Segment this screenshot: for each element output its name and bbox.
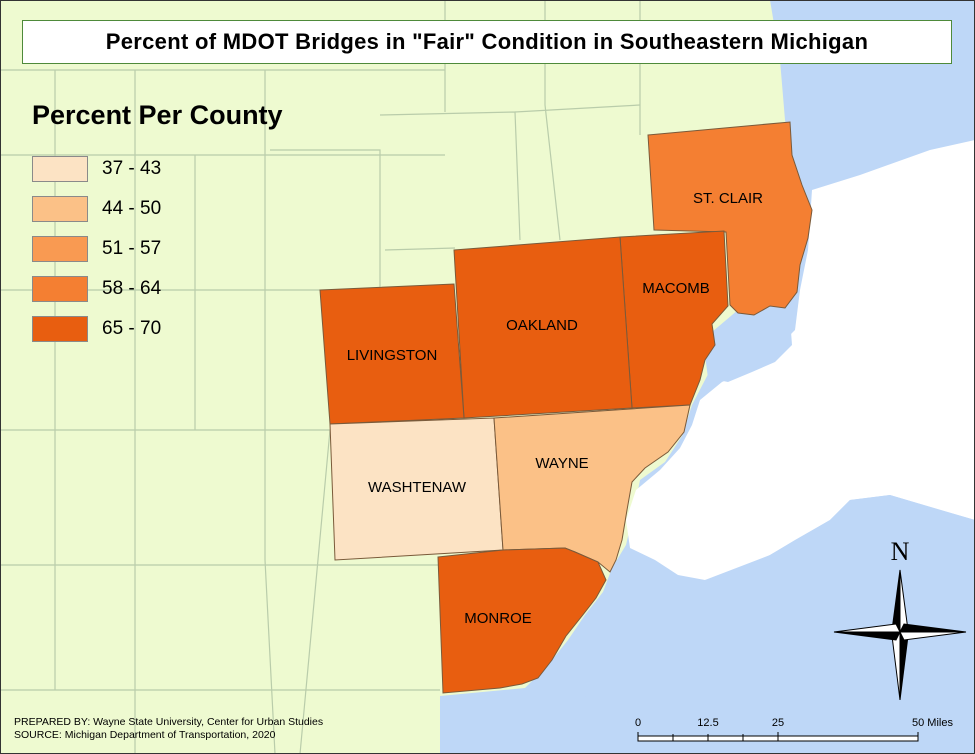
county-livingston <box>319 283 465 425</box>
lake-erie <box>560 495 975 754</box>
scale-tick-50: 50 Miles <box>912 717 953 729</box>
credits-prepared-by: PREPARED BY: Wayne State University, Cen… <box>14 716 324 728</box>
legend-swatch <box>32 196 88 222</box>
legend-label: 58 - 64 <box>102 278 162 299</box>
label-st-clair: ST. CLAIR <box>693 190 763 207</box>
county-st-clair <box>647 121 813 316</box>
scale-tick-25: 25 <box>772 717 784 729</box>
legend: Percent Per County 37 - 43 44 - 50 51 - … <box>32 100 283 349</box>
legend-title: Percent Per County <box>32 100 283 130</box>
label-oakland: OAKLAND <box>506 317 578 334</box>
legend-label: 51 - 57 <box>102 238 162 259</box>
north-arrow: N <box>833 537 967 701</box>
county-oakland <box>453 236 633 419</box>
legend-label: 65 - 70 <box>102 318 162 339</box>
legend-item: 58 - 64 <box>32 269 283 309</box>
north-arrow-label: N <box>891 537 910 566</box>
scale-bar: 0 12.5 25 50 Miles <box>635 717 953 742</box>
map-title: Percent of MDOT Bridges in "Fair" Condit… <box>22 20 952 64</box>
county-monroe <box>437 547 607 694</box>
credits: PREPARED BY: Wayne State University, Cen… <box>14 716 323 742</box>
legend-swatch <box>32 156 88 182</box>
scale-tick-0: 0 <box>635 717 641 729</box>
scale-tick-12-5: 12.5 <box>697 717 718 729</box>
legend-item: 51 - 57 <box>32 229 283 269</box>
label-livingston: LIVINGSTON <box>347 347 438 364</box>
label-washtenaw: WASHTENAW <box>368 479 467 496</box>
credits-source: SOURCE: Michigan Department of Transport… <box>14 729 276 741</box>
label-macomb: MACOMB <box>642 280 710 297</box>
label-wayne: WAYNE <box>535 455 588 472</box>
legend-label: 44 - 50 <box>102 198 162 219</box>
legend-item: 65 - 70 <box>32 309 283 349</box>
canada-land <box>626 140 975 580</box>
legend-item: 44 - 50 <box>32 189 283 229</box>
lake-st-clair <box>705 305 792 382</box>
legend-swatch <box>32 316 88 342</box>
label-monroe: MONROE <box>464 610 532 627</box>
legend-swatch <box>32 236 88 262</box>
legend-item: 37 - 43 <box>32 149 283 189</box>
legend-swatch <box>32 276 88 302</box>
legend-label: 37 - 43 <box>102 158 162 179</box>
